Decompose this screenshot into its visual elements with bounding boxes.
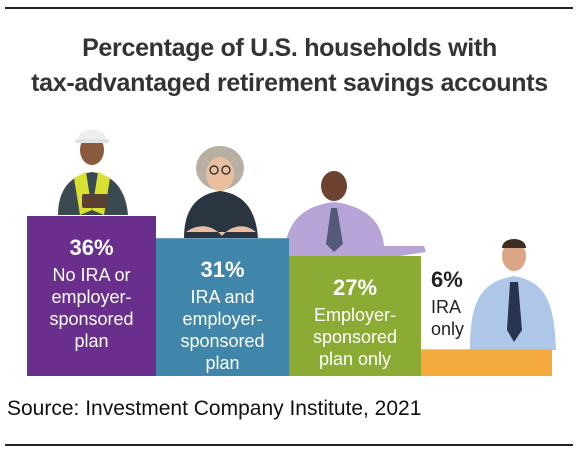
chart-title-line-2: tax-advantaged retirement savings accoun… bbox=[31, 69, 548, 97]
person-illustrations bbox=[58, 129, 556, 350]
category-label-2-line-2: employer- bbox=[182, 309, 262, 329]
category-label-1-line-4: plan bbox=[74, 331, 108, 351]
bar-3 bbox=[289, 256, 421, 376]
category-label-3-line-3: plan only bbox=[319, 349, 391, 369]
chart-title-line-1: Percentage of U.S. households with bbox=[82, 34, 497, 62]
value-label-1: 36% bbox=[69, 235, 113, 260]
category-label-2-line-4: plan bbox=[205, 353, 239, 373]
category-label-3-line-2: sponsored bbox=[313, 327, 397, 347]
value-label-2: 31% bbox=[200, 257, 244, 282]
bar-labels: 36%No IRA oremployer-sponsoredplan31%IRA… bbox=[49, 235, 464, 373]
source-note: Source: Investment Company Institute, 20… bbox=[7, 397, 422, 420]
person-woman-icon bbox=[184, 146, 258, 238]
bottom-rule bbox=[5, 444, 573, 446]
bar-4 bbox=[421, 349, 552, 376]
category-label-3-line-1: Employer- bbox=[314, 305, 396, 325]
value-label-4: 6% bbox=[431, 267, 463, 292]
bar-1 bbox=[27, 216, 156, 376]
bars bbox=[27, 216, 552, 376]
value-label-3: 27% bbox=[333, 275, 377, 300]
category-label-1-line-1: No IRA or bbox=[52, 265, 130, 285]
category-label-1-line-2: employer- bbox=[51, 287, 131, 307]
person-man-standing-icon bbox=[470, 239, 556, 350]
category-label-4-line-2: only bbox=[431, 319, 464, 339]
top-rule bbox=[5, 7, 573, 9]
category-label-1-line-3: sponsored bbox=[49, 309, 133, 329]
category-label-2-line-1: IRA and bbox=[190, 287, 254, 307]
category-label-4-line-1: IRA bbox=[431, 297, 461, 317]
person-construction-worker-icon bbox=[58, 129, 128, 215]
bar-2 bbox=[156, 238, 289, 376]
category-label-2-line-3: sponsored bbox=[180, 331, 264, 351]
person-man-in-shirt-icon bbox=[284, 171, 426, 256]
